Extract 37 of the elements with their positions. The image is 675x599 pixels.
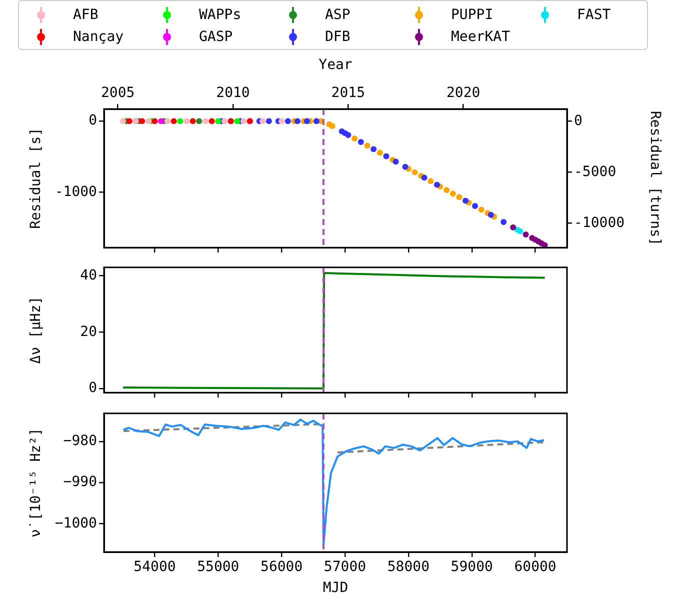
x-tick-label: 54000	[134, 559, 176, 576]
legend-label: WAPPs	[199, 7, 242, 23]
x2-tick-label: 2020	[446, 85, 480, 102]
legend-label: Nançay	[73, 29, 124, 45]
legend-label: MeerKAT	[451, 29, 510, 45]
y-axis-title: Residual [s]	[28, 128, 44, 229]
y-axis-title: Δν [μHz]	[28, 296, 44, 364]
y-tick-label: 40	[80, 267, 97, 284]
x-tick-label: 58000	[387, 559, 430, 576]
legend-label: DFB	[325, 29, 350, 45]
x-tick-label: 55000	[197, 559, 240, 576]
y-tick-label: −990	[63, 474, 97, 490]
x-axis-title: MJD	[322, 580, 348, 596]
x2-tick-label: 2015	[331, 85, 366, 102]
y-tick-label: 20	[80, 324, 97, 340]
y-tick-label: −1000	[54, 515, 97, 532]
x2-axis-title: Year	[318, 57, 352, 74]
y2-tick-label: 0	[574, 112, 582, 129]
y-tick-label: 0	[88, 112, 97, 129]
legend-label: PUPPI	[451, 7, 494, 23]
x-tick-label: 60000	[514, 559, 556, 576]
legend-label: GASP	[199, 29, 233, 45]
y2-axis-title: Residual [turns]	[646, 110, 663, 246]
legend-label: ASP	[325, 7, 350, 23]
y-axis-title: ν̇ [10⁻¹⁵ Hz²]	[28, 428, 44, 538]
y2-tick-label: -5000	[574, 164, 616, 180]
x2-tick-label: 2010	[216, 85, 250, 102]
y-tick-label: 0	[88, 380, 97, 396]
legend-label: AFB	[73, 7, 98, 23]
x-tick-label: 57000	[324, 559, 366, 576]
x-tick-label: 59000	[450, 559, 493, 576]
y-tick-label: −980	[63, 433, 97, 450]
x-tick-label: 56000	[260, 559, 303, 576]
x2-tick-label: 2005	[100, 85, 135, 102]
legend-label: FAST	[577, 7, 611, 23]
y2-tick-label: -10000	[574, 214, 625, 231]
y-tick-label: -1000	[54, 184, 97, 200]
